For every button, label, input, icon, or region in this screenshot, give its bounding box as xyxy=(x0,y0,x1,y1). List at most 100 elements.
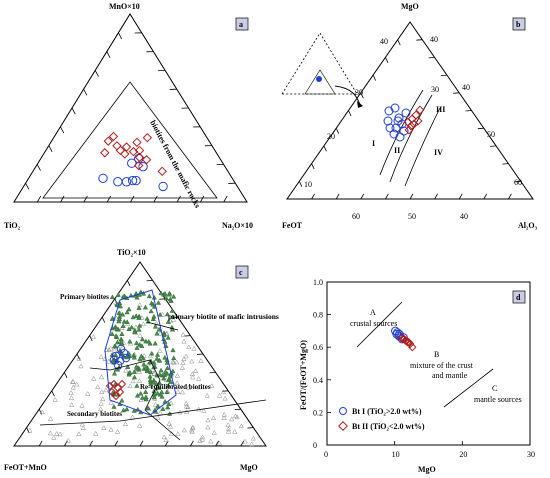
point-c-database xyxy=(232,428,238,434)
point-c-mafic xyxy=(154,352,161,357)
panel-tag-b: b xyxy=(512,17,526,31)
point-c-database xyxy=(85,391,91,396)
point-c-mafic xyxy=(149,350,155,356)
point-c-database xyxy=(189,428,195,434)
field-label-III: III xyxy=(436,105,445,114)
panel-tag-c: c xyxy=(235,265,249,279)
point-c-database xyxy=(78,363,84,369)
point-c-mafic xyxy=(121,293,128,298)
point-a-circle xyxy=(127,158,137,168)
panel-tag-d: d xyxy=(512,290,526,304)
point-c-database xyxy=(221,415,227,420)
point-c-mafic xyxy=(147,373,153,379)
point-d-diamond xyxy=(408,342,417,352)
field-label-a: biotites from the mafic rocks xyxy=(148,119,202,210)
field-label-IV: IV xyxy=(434,148,443,157)
point-c-mafic xyxy=(124,406,130,412)
point-c-database xyxy=(95,384,101,390)
point-c-database xyxy=(69,402,75,407)
point-b-circle xyxy=(391,123,401,133)
point-c-database xyxy=(197,384,203,390)
point-c-database xyxy=(170,359,176,365)
d-boundary-1 xyxy=(356,301,403,348)
point-c-database xyxy=(204,392,210,398)
point-c-mafic xyxy=(156,326,162,332)
point-c-mafic xyxy=(111,343,118,349)
d-ytick-label: 0.2 xyxy=(313,408,323,417)
point-c-database xyxy=(174,359,180,365)
b-right-tick-40: 40 xyxy=(430,35,438,44)
d-xtick-label: 0 xyxy=(324,450,328,459)
apex-left-b: FeOT xyxy=(282,221,303,230)
ternary-tick xyxy=(360,92,364,99)
ternary-tick xyxy=(76,353,80,360)
point-c-mafic xyxy=(162,291,168,296)
point-c-database xyxy=(153,320,159,326)
point-a-circle xyxy=(131,175,141,186)
ternary-tick xyxy=(298,181,303,187)
point-c-mafic xyxy=(132,329,138,334)
point-c-database xyxy=(98,406,104,412)
ternary-tick xyxy=(200,195,205,203)
b-left-tick-10: 10 xyxy=(304,180,312,189)
point-c-mafic xyxy=(116,310,122,315)
point-a-diamond xyxy=(141,155,152,165)
point-c-mafic xyxy=(164,311,171,317)
ternary-tick xyxy=(335,193,340,200)
point-c-mafic xyxy=(161,375,167,381)
ternary-tick xyxy=(106,51,111,58)
point-c-mafic xyxy=(170,314,176,319)
point-c-mafic xyxy=(134,383,140,388)
point-c-mafic xyxy=(150,316,156,322)
point-c-database xyxy=(130,378,136,384)
point-c-mafic xyxy=(143,364,149,370)
point-c-mafic xyxy=(118,338,124,344)
ternary-a-ticks xyxy=(25,32,236,203)
point-c-mafic xyxy=(150,379,157,385)
point-c-mafic xyxy=(137,322,143,328)
point-c-database xyxy=(208,438,214,444)
point-c-database xyxy=(101,425,107,430)
point-c-database xyxy=(39,409,45,415)
point-a-circle xyxy=(158,181,168,192)
field-boundary-1 xyxy=(379,89,424,176)
ternary-b-ticks xyxy=(298,39,521,200)
point-c-database xyxy=(168,400,174,406)
ternary-a-field xyxy=(42,81,218,199)
point-c-diamond xyxy=(111,391,121,401)
point-c-mafic xyxy=(136,326,142,332)
ternary-tick xyxy=(36,164,41,171)
point-c-database xyxy=(157,410,163,415)
ternary-tick xyxy=(38,440,43,447)
ternary-tick xyxy=(502,163,509,165)
apex-top-b: MgO xyxy=(401,2,419,11)
point-b-diamond xyxy=(413,116,423,126)
ternary-tick xyxy=(64,440,68,447)
point-c-mafic xyxy=(115,292,121,297)
point-c-mafic xyxy=(119,311,126,317)
point-c-database xyxy=(47,416,54,421)
point-c-mafic xyxy=(164,370,170,376)
point-c-database xyxy=(90,334,97,339)
point-c-database xyxy=(98,374,105,380)
point-c-circle xyxy=(109,355,119,365)
point-c-mafic xyxy=(152,323,159,329)
ternary-b-outline xyxy=(286,21,534,200)
series-points-a xyxy=(98,131,168,192)
point-c-database xyxy=(232,413,239,419)
point-c-mafic xyxy=(111,370,118,376)
point-c-mafic xyxy=(143,394,149,400)
c-callout xyxy=(146,321,179,331)
point-a-diamond xyxy=(132,137,142,148)
point-c-database xyxy=(147,353,153,359)
d-ylabel: FeOT/(FeOT+MgO) xyxy=(299,340,308,410)
ternary-tick xyxy=(94,70,99,77)
apex-right-a: Na₂O×10 xyxy=(222,221,253,230)
point-b-circle xyxy=(393,116,403,126)
legend-marker-bt1 xyxy=(339,407,347,415)
point-c-database xyxy=(249,441,255,447)
ternary-tick xyxy=(311,193,315,200)
b-base-tick-50: 50 xyxy=(408,212,416,221)
point-c-mafic xyxy=(131,354,137,360)
point-c-mafic xyxy=(165,383,172,388)
